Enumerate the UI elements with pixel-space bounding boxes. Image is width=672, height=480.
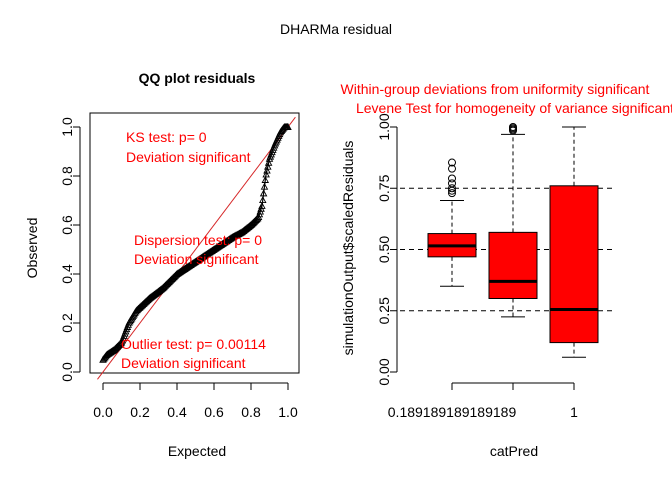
qq-x-tick-label: 0.6 (204, 404, 224, 420)
qq-x-tick-label: 0.2 (130, 404, 150, 420)
qq-x-tick-label: 0.0 (93, 404, 113, 420)
qq-x-tick-label: 1.0 (278, 404, 298, 420)
qq-point (263, 166, 271, 174)
box-plot-panel: Within-group deviations from uniformity … (340, 81, 672, 459)
outlier-test-text: Outlier test: p= 0.00114 (121, 336, 266, 352)
box-plot-box (488, 123, 538, 318)
dispersion-test-text: Dispersion test: p= 0 (134, 232, 262, 248)
qq-point (264, 158, 273, 166)
box-outlier (448, 158, 456, 167)
qq-point (259, 189, 268, 197)
box-plot-y-axis: 0.00 0.25 0.50 0.75 1.00 (376, 113, 398, 386)
box-outlier (448, 174, 456, 183)
qq-x-tick-label: 0.4 (167, 404, 187, 420)
qq-points (99, 123, 292, 363)
box-body (549, 185, 599, 344)
qq-y-tick-label: 0.6 (59, 215, 75, 235)
qq-x-tick-label: 0.8 (241, 404, 261, 420)
box-plot-y-label: simulationOutput$scaledResiduals (340, 141, 356, 356)
box-outlier (509, 123, 517, 131)
box-plot-title-line-1: Within-group deviations from uniformity … (341, 81, 650, 97)
qq-y-tick-label: 0.0 (59, 362, 75, 382)
qq-x-label: Expected (168, 443, 226, 459)
qq-point (261, 176, 270, 183)
box-plot-title-line-2: Levene Test for homogeneity of variance … (356, 100, 672, 116)
box-y-tick-label: 0.25 (376, 297, 392, 324)
qq-y-tick-label: 0.8 (59, 166, 75, 186)
qq-plot-panel: QQ plot residuals 0.0 0.2 0.4 0.6 0.8 1.0 0.0… (24, 70, 300, 459)
ks-test-deviation: Deviation significant (126, 149, 251, 165)
qq-point (284, 123, 292, 130)
qq-point (259, 196, 267, 204)
box-x-tick-label: 0.189189189189189 (388, 404, 517, 420)
ks-test-text: KS test: p= 0 (126, 129, 207, 145)
box-plot-box (549, 126, 599, 358)
box-plot-box (427, 158, 477, 287)
box-body (488, 231, 538, 300)
box-y-tick-label: 0.00 (376, 358, 392, 385)
qq-point (262, 170, 270, 178)
main-title: DHARMa residual (280, 21, 392, 37)
box-outlier (448, 184, 456, 193)
box-x-tick-label: 1 (570, 404, 578, 420)
box-plot-boxes (427, 123, 599, 358)
dispersion-test-deviation: Deviation significant (134, 251, 259, 267)
qq-y-tick-label: 1.0 (59, 117, 75, 137)
qq-x-axis: 0.0 0.2 0.4 0.6 0.8 1.0 (93, 382, 298, 420)
qq-plot-frame (89, 112, 300, 374)
qq-point (258, 202, 266, 209)
box-y-tick-label: 0.50 (376, 236, 392, 263)
box-y-tick-label: 1.00 (376, 113, 392, 140)
qq-point (264, 162, 272, 170)
qq-y-axis: 0.0 0.2 0.4 0.6 0.8 1.0 (59, 117, 81, 382)
box-plot-x-label: catPred (490, 443, 538, 459)
box-y-tick-label: 0.75 (376, 174, 392, 201)
box-outlier (448, 164, 456, 173)
box-plot-x-axis: 0.189189189189189 1 (388, 382, 578, 420)
qq-reference-line (97, 116, 296, 380)
qq-point (260, 182, 269, 190)
qq-plot-title: QQ plot residuals (139, 70, 256, 86)
outlier-test-deviation: Deviation significant (121, 355, 246, 371)
qq-y-label: Observed (24, 218, 40, 279)
box-outlier (448, 179, 456, 188)
qq-y-tick-label: 0.4 (59, 264, 75, 284)
qq-y-tick-label: 0.2 (59, 313, 75, 333)
box-outlier (448, 189, 456, 198)
